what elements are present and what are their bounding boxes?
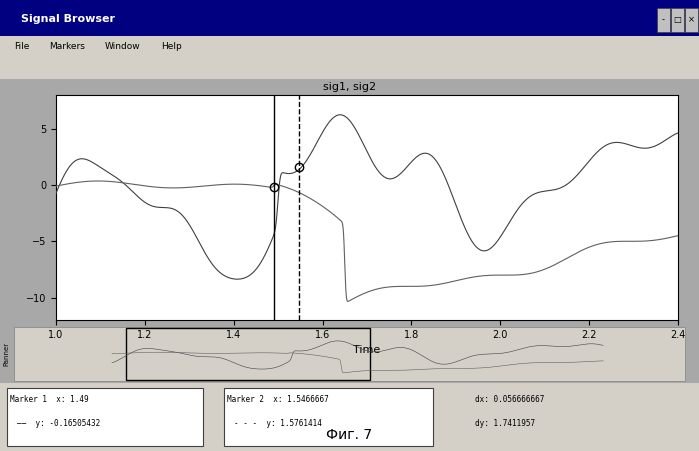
Text: ×: × (688, 15, 695, 24)
Text: -: - (662, 15, 665, 24)
Text: ——  y: -0.16505432: —— y: -0.16505432 (17, 419, 101, 428)
FancyBboxPatch shape (7, 388, 203, 446)
Text: File: File (14, 42, 29, 51)
Text: Marker 2  x: 1.5466667: Marker 2 x: 1.5466667 (227, 395, 329, 404)
FancyBboxPatch shape (224, 388, 433, 446)
FancyBboxPatch shape (685, 8, 698, 32)
Text: - - -  y: 1.5761414: - - - y: 1.5761414 (234, 419, 322, 428)
Text: Фиг. 7: Фиг. 7 (326, 428, 373, 442)
Text: Markers: Markers (49, 42, 85, 51)
Text: Panner: Panner (3, 342, 10, 366)
FancyBboxPatch shape (0, 0, 699, 36)
Text: dy: 1.7411957: dy: 1.7411957 (475, 419, 535, 428)
Text: Signal Browser: Signal Browser (21, 14, 115, 24)
Text: Window: Window (105, 42, 140, 51)
Text: dx: 0.056666667: dx: 0.056666667 (475, 395, 545, 404)
FancyBboxPatch shape (0, 36, 699, 56)
X-axis label: Time: Time (354, 345, 380, 355)
Text: Help: Help (161, 42, 182, 51)
FancyBboxPatch shape (0, 383, 699, 451)
FancyBboxPatch shape (14, 327, 685, 381)
FancyBboxPatch shape (0, 56, 699, 79)
Text: sig1, sig2: sig1, sig2 (323, 82, 376, 92)
FancyBboxPatch shape (657, 8, 670, 32)
FancyBboxPatch shape (671, 8, 684, 32)
Text: □: □ (673, 15, 682, 24)
Text: Marker 1  x: 1.49: Marker 1 x: 1.49 (10, 395, 89, 404)
